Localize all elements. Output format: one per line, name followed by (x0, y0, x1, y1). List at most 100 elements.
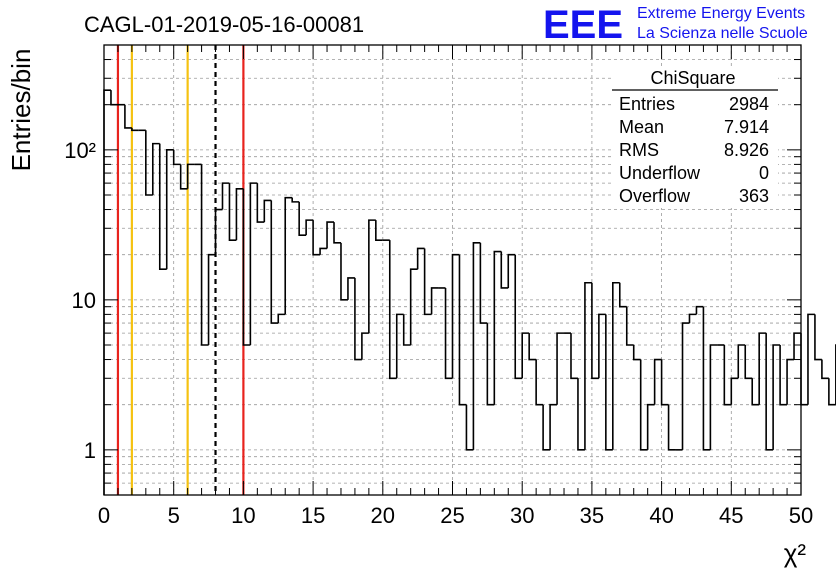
stats-value-underflow: 0 (759, 163, 769, 183)
histogram-bin (794, 333, 801, 359)
histogram-bin (299, 202, 306, 235)
logo-mark: EEE (543, 3, 623, 47)
x-tick-label: 15 (301, 503, 325, 528)
stats-value-entries: 2984 (729, 94, 769, 114)
x-axis-label: χ² (784, 538, 807, 568)
histogram-bin (508, 255, 515, 288)
histogram-bin (320, 248, 327, 254)
histogram-bin (334, 222, 341, 243)
histogram-bin (257, 183, 264, 222)
histogram-bin (627, 307, 634, 345)
x-tick-label: 45 (719, 503, 743, 528)
histogram-bin (766, 333, 773, 450)
stats-value-overflow: 363 (739, 186, 769, 206)
histogram-bin (390, 240, 397, 378)
stats-label-entries: Entries (619, 94, 675, 114)
histogram-bin (815, 314, 822, 359)
histogram-bin (425, 248, 432, 314)
stats-label-overflow: Overflow (619, 186, 691, 206)
histogram-bin (104, 90, 111, 495)
histogram-bin (327, 222, 334, 248)
histogram-bin (411, 269, 418, 345)
x-tick-label: 50 (789, 503, 813, 528)
histogram-bin (355, 278, 362, 360)
histogram-bin (759, 333, 766, 405)
histogram-bin (822, 360, 829, 379)
logo-line1: Extreme Energy Events (637, 5, 805, 22)
histogram-bin (606, 314, 613, 449)
histogram-bin (648, 405, 655, 450)
histogram-bin (613, 283, 620, 450)
x-tick-label: 0 (98, 503, 110, 528)
stats-label-rms: RMS (619, 140, 659, 160)
histogram-bin (153, 144, 160, 195)
histogram-bin (222, 183, 229, 209)
stats-value-rms: 8.926 (724, 140, 769, 160)
x-tick-label: 25 (440, 503, 464, 528)
histogram-bin (662, 360, 669, 405)
histogram-bin (829, 378, 836, 404)
histogram-bin (341, 243, 348, 300)
histogram-bin (752, 378, 759, 404)
histogram-bin (348, 278, 355, 300)
histogram-bin (404, 314, 411, 345)
histogram-bin (550, 405, 557, 450)
histogram-bin (634, 345, 641, 360)
stats-label-mean: Mean (619, 117, 664, 137)
histogram-bin (250, 183, 257, 345)
x-tick-label: 40 (649, 503, 673, 528)
histogram-bin (669, 405, 676, 450)
threshold-lines (118, 45, 243, 495)
histogram-bin (620, 283, 627, 307)
histogram-bin (683, 323, 690, 450)
y-tick-label: 1 (84, 438, 96, 463)
histogram-bin (487, 323, 494, 405)
histogram-bin (745, 345, 752, 378)
histogram-bin (522, 333, 529, 378)
histogram-bin (738, 345, 745, 378)
histogram-bin (160, 144, 167, 270)
histogram-bin (278, 314, 285, 323)
histogram-bin (376, 220, 383, 240)
histogram-bin (599, 314, 606, 378)
chart-title: CAGL-01-2019-05-16-00081 (84, 12, 364, 37)
histogram-bin (313, 220, 320, 255)
histogram-bin (787, 360, 794, 405)
histogram-bin (229, 183, 236, 240)
histogram-bin (808, 314, 815, 404)
histogram-bin (801, 333, 808, 405)
stats-title: ChiSquare (650, 68, 735, 88)
histogram-bin (285, 198, 292, 315)
histogram-bin (696, 307, 703, 315)
histogram-bin (473, 243, 480, 450)
histogram-bin (418, 248, 425, 269)
x-tick-label: 10 (231, 503, 255, 528)
histogram-bin (731, 378, 738, 404)
histogram-bin (459, 255, 466, 405)
histogram-bin (146, 130, 153, 195)
eee-logo: EEE Extreme Energy Events La Scienza nel… (543, 3, 808, 47)
histogram-bin (501, 252, 508, 288)
histogram-bin (271, 200, 278, 323)
histogram-bin (773, 345, 780, 450)
x-tick-label: 35 (580, 503, 604, 528)
y-axis-label: Entries/bin (6, 49, 36, 172)
stats-label-underflow: Underflow (619, 163, 701, 183)
x-tick-label: 5 (168, 503, 180, 528)
histogram-bin (264, 200, 271, 222)
histogram-bin (369, 220, 376, 333)
y-tick-label: 10² (64, 138, 96, 163)
stats-value-mean: 7.914 (724, 117, 769, 137)
histogram-bin (710, 345, 717, 450)
histogram-bin (592, 283, 599, 379)
x-tick-label: 20 (371, 503, 395, 528)
logo-line2: La Scienza nelle Scuole (637, 25, 808, 42)
histogram-bin (306, 220, 313, 235)
histogram-bin (543, 405, 550, 450)
histogram-bin (362, 333, 369, 359)
histogram-bin (724, 345, 731, 405)
x-tick-label: 30 (510, 503, 534, 528)
histogram-bin (529, 333, 536, 359)
histogram-bin (557, 333, 564, 405)
